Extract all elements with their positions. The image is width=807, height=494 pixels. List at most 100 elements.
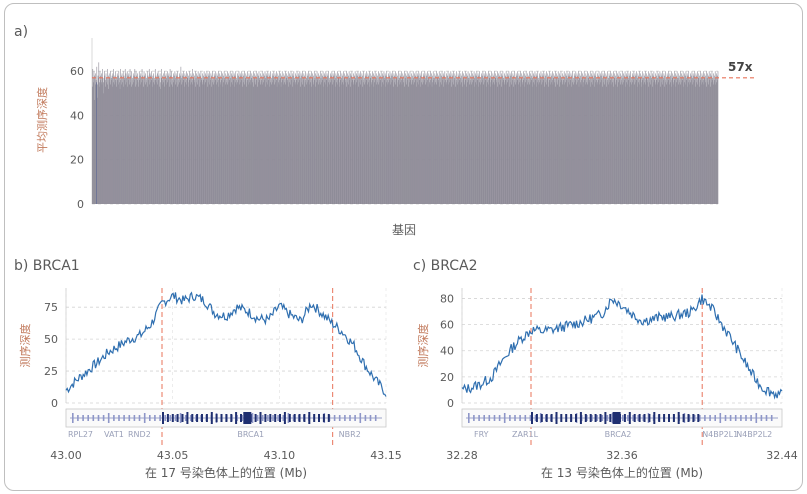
bar bbox=[508, 80, 509, 204]
bar bbox=[397, 75, 398, 204]
bar bbox=[557, 71, 559, 204]
bar bbox=[654, 84, 656, 204]
bar bbox=[273, 84, 275, 204]
bar bbox=[114, 80, 116, 204]
bar bbox=[686, 73, 688, 204]
bar bbox=[129, 77, 130, 204]
bar bbox=[457, 73, 459, 204]
bar bbox=[462, 71, 463, 204]
bar bbox=[572, 71, 573, 204]
bar bbox=[460, 82, 462, 204]
bar bbox=[202, 82, 204, 204]
bar bbox=[299, 80, 300, 204]
bar bbox=[164, 75, 166, 204]
bar bbox=[153, 80, 155, 204]
bar bbox=[486, 73, 488, 204]
bar bbox=[385, 75, 387, 204]
bar bbox=[228, 82, 230, 204]
bar bbox=[343, 71, 344, 204]
bar bbox=[541, 84, 542, 204]
bar bbox=[242, 73, 244, 204]
bar bbox=[689, 84, 691, 204]
c-gene-label: N4BP2L2 bbox=[736, 430, 772, 439]
bar bbox=[323, 77, 325, 204]
bar bbox=[179, 75, 181, 204]
bar bbox=[131, 80, 133, 204]
bar bbox=[473, 71, 475, 204]
bar bbox=[354, 75, 355, 204]
bar bbox=[165, 80, 166, 204]
bar bbox=[151, 71, 152, 204]
bar bbox=[414, 75, 416, 204]
bar bbox=[149, 84, 150, 204]
bar bbox=[334, 86, 336, 204]
bar bbox=[645, 77, 647, 204]
bar bbox=[214, 82, 215, 204]
bar bbox=[376, 84, 377, 204]
bar bbox=[486, 77, 487, 204]
bar bbox=[362, 82, 364, 204]
bar bbox=[379, 73, 380, 204]
bar bbox=[307, 82, 308, 204]
bar bbox=[650, 71, 652, 204]
bar bbox=[593, 77, 595, 204]
bar bbox=[122, 71, 124, 204]
bar bbox=[619, 80, 620, 204]
bar bbox=[256, 80, 257, 204]
bar bbox=[656, 75, 657, 204]
bar bbox=[251, 77, 252, 204]
bar bbox=[339, 75, 340, 204]
bar bbox=[375, 77, 377, 204]
bar bbox=[575, 71, 577, 204]
bar bbox=[286, 82, 288, 204]
bar bbox=[238, 71, 240, 204]
bar bbox=[289, 82, 291, 204]
bar bbox=[509, 77, 511, 204]
bar bbox=[334, 71, 335, 204]
c-core-exon bbox=[550, 414, 553, 422]
bar bbox=[320, 77, 322, 204]
c-exon bbox=[622, 415, 624, 421]
bar bbox=[693, 82, 694, 204]
bar bbox=[402, 82, 404, 204]
bar bbox=[495, 82, 497, 204]
panel-label-a: a) bbox=[14, 24, 28, 40]
bar bbox=[115, 82, 117, 204]
bar bbox=[607, 77, 609, 204]
c-exon bbox=[498, 415, 501, 421]
bar bbox=[479, 80, 481, 204]
bar bbox=[266, 82, 267, 204]
bar bbox=[128, 80, 129, 204]
bar bbox=[589, 80, 591, 204]
bar bbox=[101, 73, 102, 204]
b-x-tick-label: 43.05 bbox=[157, 449, 189, 462]
bar bbox=[122, 82, 124, 204]
bar bbox=[694, 71, 696, 204]
bar bbox=[566, 80, 567, 204]
bar bbox=[447, 80, 448, 204]
bar bbox=[666, 73, 668, 204]
bar bbox=[263, 82, 265, 204]
bar bbox=[224, 77, 226, 204]
bar bbox=[510, 82, 511, 204]
c-gene-label: FRY bbox=[474, 430, 489, 439]
bar bbox=[189, 80, 190, 204]
bar bbox=[636, 86, 638, 204]
bar bbox=[142, 75, 144, 204]
bar bbox=[615, 84, 617, 204]
bar bbox=[382, 73, 383, 204]
bar bbox=[577, 75, 579, 204]
bar bbox=[464, 75, 465, 204]
b-exon bbox=[184, 415, 187, 421]
bar bbox=[560, 82, 561, 204]
bar bbox=[698, 73, 700, 204]
c-core-exon bbox=[653, 412, 656, 424]
bar bbox=[481, 75, 483, 204]
bar bbox=[551, 82, 552, 204]
bar bbox=[384, 80, 385, 204]
bar bbox=[412, 71, 414, 204]
bar bbox=[196, 82, 198, 204]
bar bbox=[476, 80, 478, 204]
bar bbox=[381, 77, 383, 204]
bar bbox=[695, 77, 696, 204]
